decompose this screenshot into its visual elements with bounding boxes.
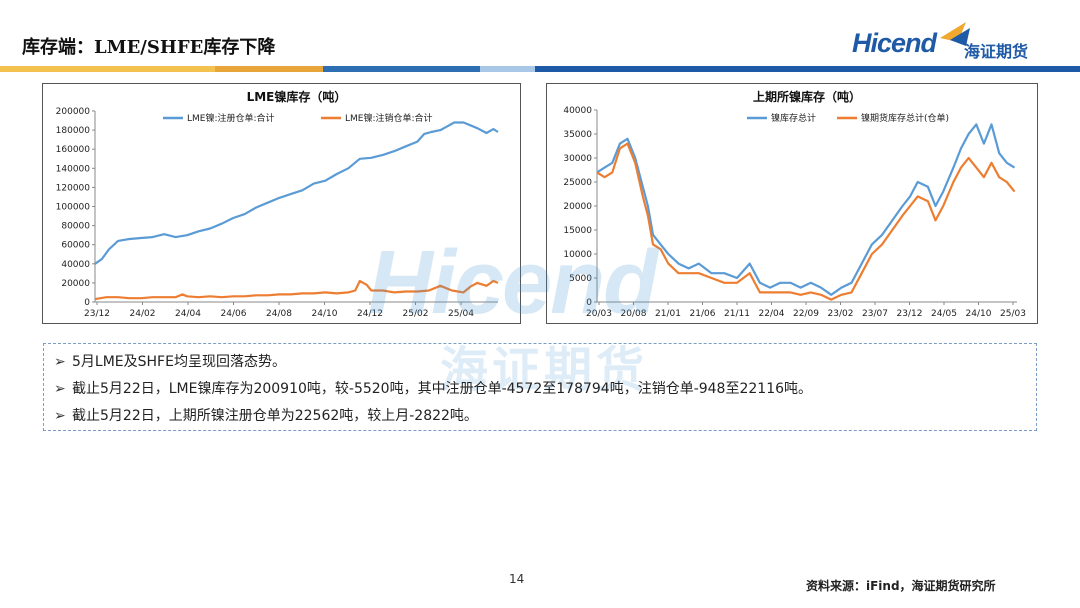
x-tick-label: 23/12 — [897, 309, 923, 319]
y-tick-label: 80000 — [61, 222, 90, 232]
x-tick-label: 24/10 — [966, 309, 992, 319]
x-tick-label: 23/07 — [862, 309, 888, 319]
y-tick-label: 30000 — [563, 154, 592, 164]
page-title: 库存端：LME/SHFE库存下降 — [22, 37, 276, 58]
y-tick-label: 140000 — [56, 164, 91, 174]
x-tick-label: 24/05 — [931, 309, 957, 319]
strip-segment — [0, 66, 215, 72]
x-tick-label: 21/06 — [690, 309, 716, 319]
x-tick-label: 25/02 — [403, 309, 429, 319]
y-tick-label: 5000 — [569, 274, 592, 284]
x-tick-label: 25/04 — [448, 309, 474, 319]
x-tick-label: 23/12 — [84, 309, 110, 319]
y-tick-label: 40000 — [61, 260, 90, 270]
strip-segment — [323, 66, 480, 72]
legend-label: 镍期货库存总计(仓单) — [861, 112, 949, 124]
note-item: ➢ 截止5月22日，LME镍库存为200910吨，较-5520吨，其中注册仓单-4… — [54, 378, 812, 398]
legend-label: 镍库存总计 — [771, 112, 816, 124]
watermark-text-cn: 海证期货 — [440, 342, 649, 398]
source-note: 资料来源：iFind，海证期货研究所 — [806, 579, 996, 593]
arrow-bullet-icon: ➢ — [54, 408, 66, 424]
x-tick-label: 23/02 — [828, 309, 854, 319]
note-text: 截止5月22日，LME镍库存为200910吨，较-5520吨，其中注册仓单-45… — [72, 381, 813, 397]
x-tick-label: 20/08 — [621, 309, 647, 319]
y-tick-label: 60000 — [61, 241, 90, 251]
note-text: 截止5月22日，上期所镍注册仓单为22562吨，较上月-2822吨。 — [72, 408, 478, 424]
y-tick-label: 100000 — [56, 203, 91, 213]
arrow-bullet-icon: ➢ — [54, 381, 66, 397]
y-tick-label: 20000 — [61, 279, 90, 289]
y-tick-label: 15000 — [563, 226, 592, 236]
notes-box: ➢ 5月LME及SHFE均呈现回落态势。 ➢ 截止5月22日，LME镍库存为2009… — [43, 343, 1037, 431]
y-tick-label: 120000 — [56, 183, 91, 193]
legend-label: LME镍:注册仓单:合计 — [187, 112, 275, 124]
strip-segment — [535, 66, 1080, 72]
logo-mark-icon — [940, 22, 970, 46]
x-tick-label: 24/06 — [221, 309, 247, 319]
x-tick-label: 22/04 — [759, 309, 785, 319]
note-item: ➢ 5月LME及SHFE均呈现回落态势。 — [54, 351, 286, 371]
x-tick-label: 24/04 — [175, 309, 201, 319]
y-tick-label: 180000 — [56, 126, 91, 136]
y-tick-label: 200000 — [56, 107, 91, 117]
header-color-strip — [0, 66, 1080, 72]
series-line — [94, 121, 499, 265]
strip-segment — [480, 66, 535, 72]
x-tick-label: 24/12 — [357, 309, 383, 319]
shfe-nickel-chart: 上期所镍库存（吨） 镍库存总计 镍期货库存总计(仓单) 0 5000 10000 15000… — [546, 83, 1038, 324]
shfe-nickel-chart-svg: 上期所镍库存（吨） 镍库存总计 镍期货库存总计(仓单) 0 5000 10000 15000… — [563, 89, 1026, 319]
logo-text-en: Hicend — [852, 28, 937, 58]
y-tick-label: 10000 — [563, 250, 592, 260]
page-number: 14 — [509, 572, 525, 586]
y-tick-label: 35000 — [563, 130, 592, 140]
x-tick-label: 21/11 — [724, 309, 750, 319]
series-line — [596, 142, 1016, 301]
legend-label: LME镍:注销仓单:合计 — [345, 112, 433, 124]
arrow-bullet-icon: ➢ — [54, 354, 66, 370]
lme-nickel-chart-svg: LME镍库存（吨） LME镍:注册仓单:合计 LME镍:注销仓单:合计 0 20000 4… — [56, 89, 499, 319]
x-tick-label: 25/03 — [1000, 309, 1026, 319]
note-text: 5月LME及SHFE均呈现回落态势。 — [72, 354, 286, 370]
x-tick-label: 24/02 — [130, 309, 156, 319]
x-tick-label: 24/08 — [266, 309, 292, 319]
x-tick-label: 22/09 — [793, 309, 819, 319]
chart-title: LME镍库存（吨） — [247, 89, 347, 104]
series-line — [94, 279, 499, 301]
lme-nickel-chart: LME镍库存（吨） LME镍:注册仓单:合计 LME镍:注销仓单:合计 0 20000 4… — [42, 83, 521, 324]
hicend-logo: Hicend 海证期货 — [852, 22, 1062, 64]
series-line — [596, 123, 1016, 296]
x-tick-label: 24/10 — [312, 309, 338, 319]
y-tick-label: 160000 — [56, 145, 91, 155]
y-tick-label: 0 — [586, 298, 592, 308]
chart-title: 上期所镍库存（吨） — [753, 89, 861, 104]
logo-text-cn: 海证期货 — [964, 42, 1029, 61]
x-tick-label: 21/01 — [655, 309, 681, 319]
y-tick-label: 20000 — [563, 202, 592, 212]
note-item: ➢ 截止5月22日，上期所镍注册仓单为22562吨，较上月-2822吨。 — [54, 405, 478, 425]
x-tick-label: 20/03 — [586, 309, 612, 319]
y-tick-label: 25000 — [563, 178, 592, 188]
y-tick-label: 40000 — [563, 106, 592, 116]
watermark-text-en: Hicend — [368, 233, 658, 333]
y-tick-label: 0 — [84, 298, 90, 308]
strip-segment — [215, 66, 323, 72]
